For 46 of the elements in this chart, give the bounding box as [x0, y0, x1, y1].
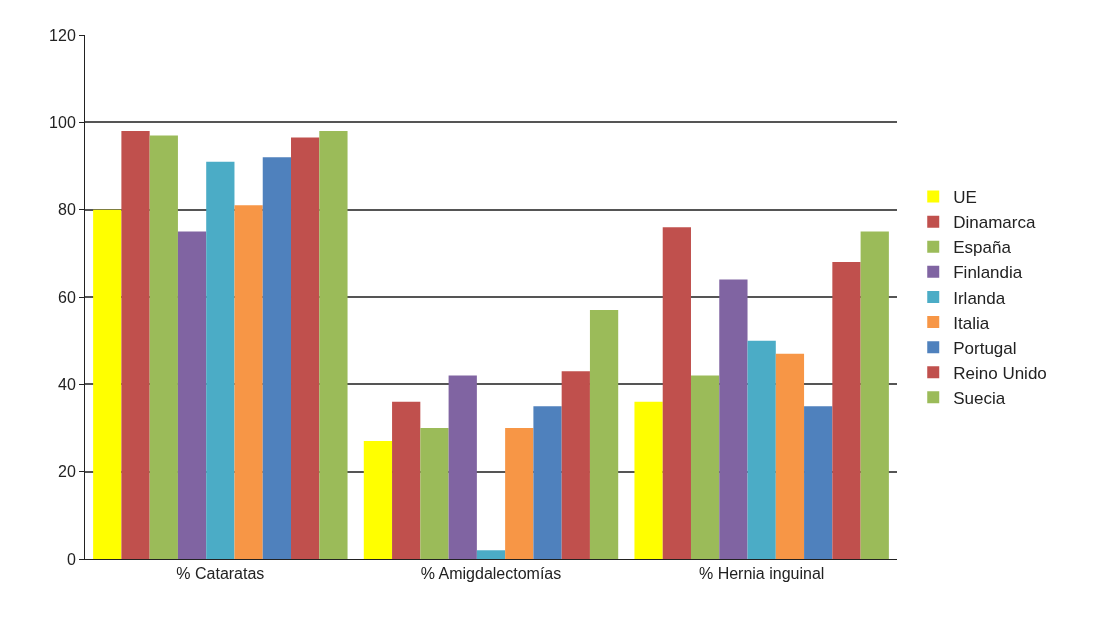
y-tick-label: 0	[66, 550, 76, 568]
legend-label: UE	[953, 188, 977, 208]
y-tick-label: 120	[49, 26, 76, 44]
bar	[832, 262, 861, 559]
y-tick-label: 40	[58, 375, 76, 393]
bar	[505, 428, 534, 559]
bar	[804, 406, 833, 559]
bar	[121, 131, 150, 559]
bar	[363, 441, 393, 559]
bar	[392, 401, 421, 559]
bar	[719, 279, 748, 559]
bar	[149, 135, 178, 559]
bar	[589, 310, 619, 559]
bar	[533, 406, 562, 559]
x-tick-label: % Cataratas	[176, 565, 265, 583]
bar	[291, 137, 320, 559]
legend-label: Portugal	[953, 338, 1017, 358]
y-tick-label: 100	[49, 113, 76, 131]
legend-label: España	[953, 238, 1012, 258]
bar	[860, 231, 889, 559]
legend-label: Irlanda	[953, 288, 1006, 308]
bar	[476, 550, 506, 559]
bar	[747, 340, 776, 559]
bar	[262, 157, 292, 559]
bar	[662, 227, 691, 559]
x-tick-label: % Hernia inguinal	[698, 565, 825, 583]
legend-label: Italia	[953, 313, 990, 333]
x-tick-label: % Amigdalectomías	[420, 565, 562, 583]
y-tick-label: 20	[58, 463, 76, 481]
bar	[234, 205, 263, 559]
legend-label: Reino Unido	[953, 363, 1047, 383]
bar	[561, 371, 590, 559]
bar	[775, 353, 805, 559]
bar	[206, 161, 235, 559]
bar	[177, 231, 207, 559]
bar	[634, 401, 663, 559]
bar	[319, 131, 348, 559]
legend-label: Dinamarca	[953, 213, 1036, 233]
legend-label: Suecia	[953, 388, 1006, 408]
bar	[93, 209, 122, 559]
bar	[690, 375, 720, 559]
legend-label: Finlandia	[953, 263, 1023, 283]
bar	[420, 428, 449, 559]
y-tick-label: 60	[58, 288, 76, 306]
y-tick-label: 80	[58, 201, 76, 219]
bar	[448, 375, 477, 559]
